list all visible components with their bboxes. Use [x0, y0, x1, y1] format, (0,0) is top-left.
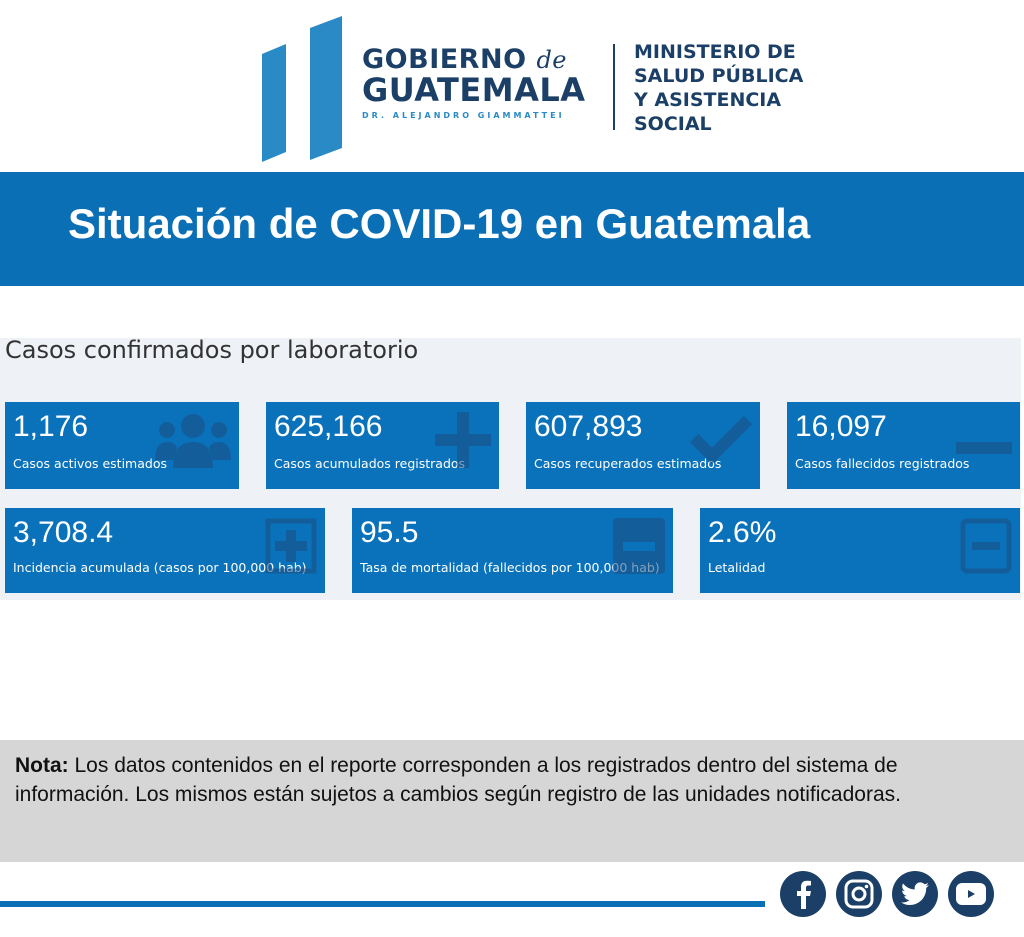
ministry-line: Y ASISTENCIA [634, 89, 782, 111]
minus-square-icon [613, 518, 665, 574]
users-icon [155, 414, 231, 468]
card-label: Casos acumulados registrados [274, 456, 466, 471]
card-value: 3,708.4 [13, 516, 114, 549]
card-value: 95.5 [360, 516, 419, 549]
card-value: 2.6% [708, 516, 777, 549]
card-deaths: 16,097 Casos fallecidos registrados [787, 402, 1020, 489]
note-box: Nota: Los datos contenidos en el reporte… [0, 740, 1024, 862]
card-incidence: 3,708.4 Incidencia acumulada (casos por … [5, 508, 325, 593]
ministry-line: SOCIAL [634, 113, 712, 135]
card-total-cases: 625,166 Casos acumulados registrados [266, 402, 499, 489]
card-label: Letalidad [708, 560, 766, 575]
gov-line2: GUATEMALA [362, 71, 586, 109]
section-title: Casos confirmados por laboratorio [5, 336, 419, 364]
footer-line [0, 901, 765, 907]
card-value: 625,166 [274, 410, 383, 443]
card-label: Incidencia acumulada (casos por 100,000 … [13, 560, 307, 575]
plus-square-icon [265, 518, 317, 574]
card-value: 16,097 [795, 410, 887, 443]
twitter-icon[interactable] [892, 871, 938, 917]
minus-square-outline-icon [960, 518, 1012, 574]
card-label: Casos activos estimados [13, 456, 167, 471]
gov-president: DR. ALEJANDRO GIAMMATTEI [362, 111, 565, 120]
youtube-icon[interactable] [948, 871, 994, 917]
note-label: Nota: [15, 754, 69, 777]
logo-divider [613, 44, 615, 130]
plus-icon [435, 412, 491, 468]
ministry-name: MINISTERIO DE SALUD PÚBLICA Y ASISTENCIA… [634, 40, 803, 136]
card-label: Casos fallecidos registrados [795, 456, 970, 471]
government-name: GOBIERNO de GUATEMALA DR. ALEJANDRO GIAM… [362, 46, 586, 120]
card-active-cases: 1,176 Casos activos estimados [5, 402, 239, 489]
government-logo [262, 16, 342, 162]
card-lethality: 2.6% Letalidad [700, 508, 1020, 593]
card-recovered: 607,893 Casos recuperados estimados [526, 402, 760, 489]
card-mortality: 95.5 Tasa de mortalidad (fallecidos por … [352, 508, 673, 593]
card-label: Casos recuperados estimados [534, 456, 722, 471]
card-value: 607,893 [534, 410, 643, 443]
note-text: Los datos contenidos en el reporte corre… [15, 754, 901, 806]
title-banner: Situación de COVID-19 en Guatemala [0, 172, 1024, 286]
check-icon [690, 415, 752, 464]
minus-icon [956, 442, 1012, 454]
card-value: 1,176 [13, 410, 89, 443]
ministry-line: SALUD PÚBLICA [634, 65, 804, 87]
card-label: Tasa de mortalidad (fallecidos por 100,0… [360, 560, 660, 575]
facebook-icon[interactable] [780, 871, 826, 917]
ministry-line: MINISTERIO DE [634, 41, 796, 63]
gov-line1: GOBIERNO [362, 44, 527, 75]
instagram-icon[interactable] [836, 871, 882, 917]
gov-de: de [536, 46, 568, 74]
